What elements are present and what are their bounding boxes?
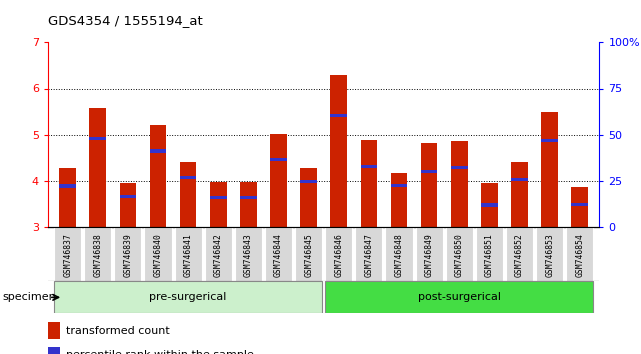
Bar bbox=[361, 165, 377, 169]
Bar bbox=[451, 166, 467, 169]
Bar bbox=[391, 183, 407, 187]
Bar bbox=[90, 108, 106, 227]
Bar bbox=[481, 183, 497, 227]
Bar bbox=[421, 170, 437, 173]
Bar bbox=[210, 196, 226, 199]
Bar bbox=[150, 149, 166, 153]
Text: transformed count: transformed count bbox=[66, 326, 169, 336]
Bar bbox=[421, 143, 437, 227]
Bar bbox=[451, 142, 467, 227]
Bar bbox=[355, 227, 383, 281]
Bar bbox=[90, 137, 106, 140]
Bar bbox=[120, 183, 136, 227]
Text: GSM746838: GSM746838 bbox=[94, 233, 103, 277]
Bar bbox=[204, 227, 232, 281]
Text: GSM746846: GSM746846 bbox=[334, 233, 344, 277]
Bar bbox=[301, 180, 317, 183]
Bar bbox=[476, 227, 503, 281]
Bar bbox=[295, 227, 322, 281]
Bar bbox=[240, 182, 256, 227]
Bar bbox=[240, 196, 256, 199]
Text: GSM746854: GSM746854 bbox=[575, 233, 584, 277]
Bar bbox=[174, 227, 202, 281]
Bar bbox=[331, 75, 347, 227]
Text: GSM746842: GSM746842 bbox=[213, 233, 223, 277]
Text: GSM746837: GSM746837 bbox=[63, 233, 72, 277]
Bar bbox=[235, 227, 262, 281]
Text: GSM746850: GSM746850 bbox=[454, 233, 463, 277]
Bar bbox=[391, 173, 407, 227]
Bar bbox=[210, 182, 226, 227]
Text: pre-surgerical: pre-surgerical bbox=[149, 292, 227, 302]
Bar bbox=[60, 168, 76, 227]
Text: GDS4354 / 1555194_at: GDS4354 / 1555194_at bbox=[48, 14, 203, 27]
Text: GSM746844: GSM746844 bbox=[274, 233, 283, 277]
Text: GSM746845: GSM746845 bbox=[304, 233, 313, 277]
Bar bbox=[506, 227, 533, 281]
Bar bbox=[54, 227, 81, 281]
Bar bbox=[512, 178, 528, 181]
Text: GSM746849: GSM746849 bbox=[424, 233, 434, 277]
Bar bbox=[325, 227, 353, 281]
Bar bbox=[415, 227, 443, 281]
Text: GSM746848: GSM746848 bbox=[394, 233, 404, 277]
Bar bbox=[54, 281, 322, 313]
Bar bbox=[536, 227, 563, 281]
Bar bbox=[361, 140, 377, 227]
Bar bbox=[48, 322, 60, 339]
Bar bbox=[542, 139, 558, 142]
Bar bbox=[84, 227, 112, 281]
Bar bbox=[512, 162, 528, 227]
Bar bbox=[180, 176, 196, 179]
Bar bbox=[445, 227, 473, 281]
Bar bbox=[385, 227, 413, 281]
Bar bbox=[271, 158, 287, 161]
Bar bbox=[542, 112, 558, 227]
Text: GSM746841: GSM746841 bbox=[184, 233, 193, 277]
Text: specimen: specimen bbox=[2, 292, 56, 302]
Bar bbox=[572, 188, 588, 227]
Bar bbox=[60, 184, 76, 188]
Bar bbox=[331, 114, 347, 117]
Bar bbox=[481, 203, 497, 206]
Text: GSM746839: GSM746839 bbox=[124, 233, 133, 277]
Bar bbox=[566, 227, 594, 281]
Text: GSM746853: GSM746853 bbox=[545, 233, 554, 277]
Text: GSM746852: GSM746852 bbox=[515, 233, 524, 277]
Text: GSM746847: GSM746847 bbox=[364, 233, 374, 277]
Bar bbox=[144, 227, 172, 281]
Bar bbox=[301, 168, 317, 227]
Text: GSM746843: GSM746843 bbox=[244, 233, 253, 277]
Text: percentile rank within the sample: percentile rank within the sample bbox=[66, 350, 254, 354]
Bar bbox=[114, 227, 142, 281]
Bar bbox=[265, 227, 292, 281]
Bar bbox=[150, 125, 166, 227]
Bar bbox=[48, 347, 60, 354]
Bar bbox=[325, 281, 594, 313]
Bar bbox=[120, 195, 136, 198]
Text: GSM746851: GSM746851 bbox=[485, 233, 494, 277]
Bar bbox=[271, 134, 287, 227]
Bar bbox=[180, 162, 196, 227]
Bar bbox=[572, 203, 588, 206]
Text: post-surgerical: post-surgerical bbox=[418, 292, 501, 302]
Text: GSM746840: GSM746840 bbox=[154, 233, 163, 277]
